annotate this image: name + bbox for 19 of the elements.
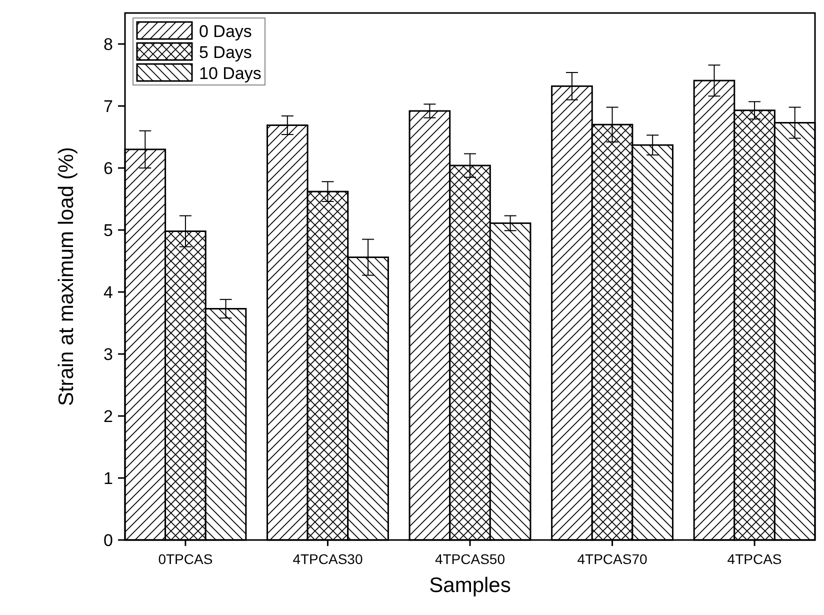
x-tick-label: 4TPCAS30 — [292, 551, 363, 567]
x-tick-label: 4TPCAS50 — [434, 551, 506, 567]
legend-label: 10 Days — [199, 64, 262, 83]
y-axis-title: Strain at maximum load (%) — [55, 146, 78, 406]
x-axis-title: Samples — [429, 574, 511, 597]
y-tick-label: 5 — [104, 220, 113, 240]
x-tick-label: 4TPCAS70 — [577, 551, 648, 567]
y-tick-label: 8 — [104, 34, 113, 54]
y-tick-label: 1 — [104, 468, 113, 488]
legend-label: 0 Days — [199, 22, 252, 41]
y-tick-label: 4 — [104, 282, 113, 302]
x-tick-label: 4TPCAS — [727, 551, 782, 567]
y-tick-label: 3 — [104, 344, 113, 364]
y-tick-label: 7 — [104, 96, 113, 116]
legend-label: 5 Days — [199, 42, 252, 62]
x-tick-label: 0TPCAS — [158, 551, 213, 567]
y-tick-label: 2 — [104, 406, 113, 426]
y-tick-label: 0 — [104, 530, 113, 550]
y-tick-label: 6 — [104, 158, 113, 178]
